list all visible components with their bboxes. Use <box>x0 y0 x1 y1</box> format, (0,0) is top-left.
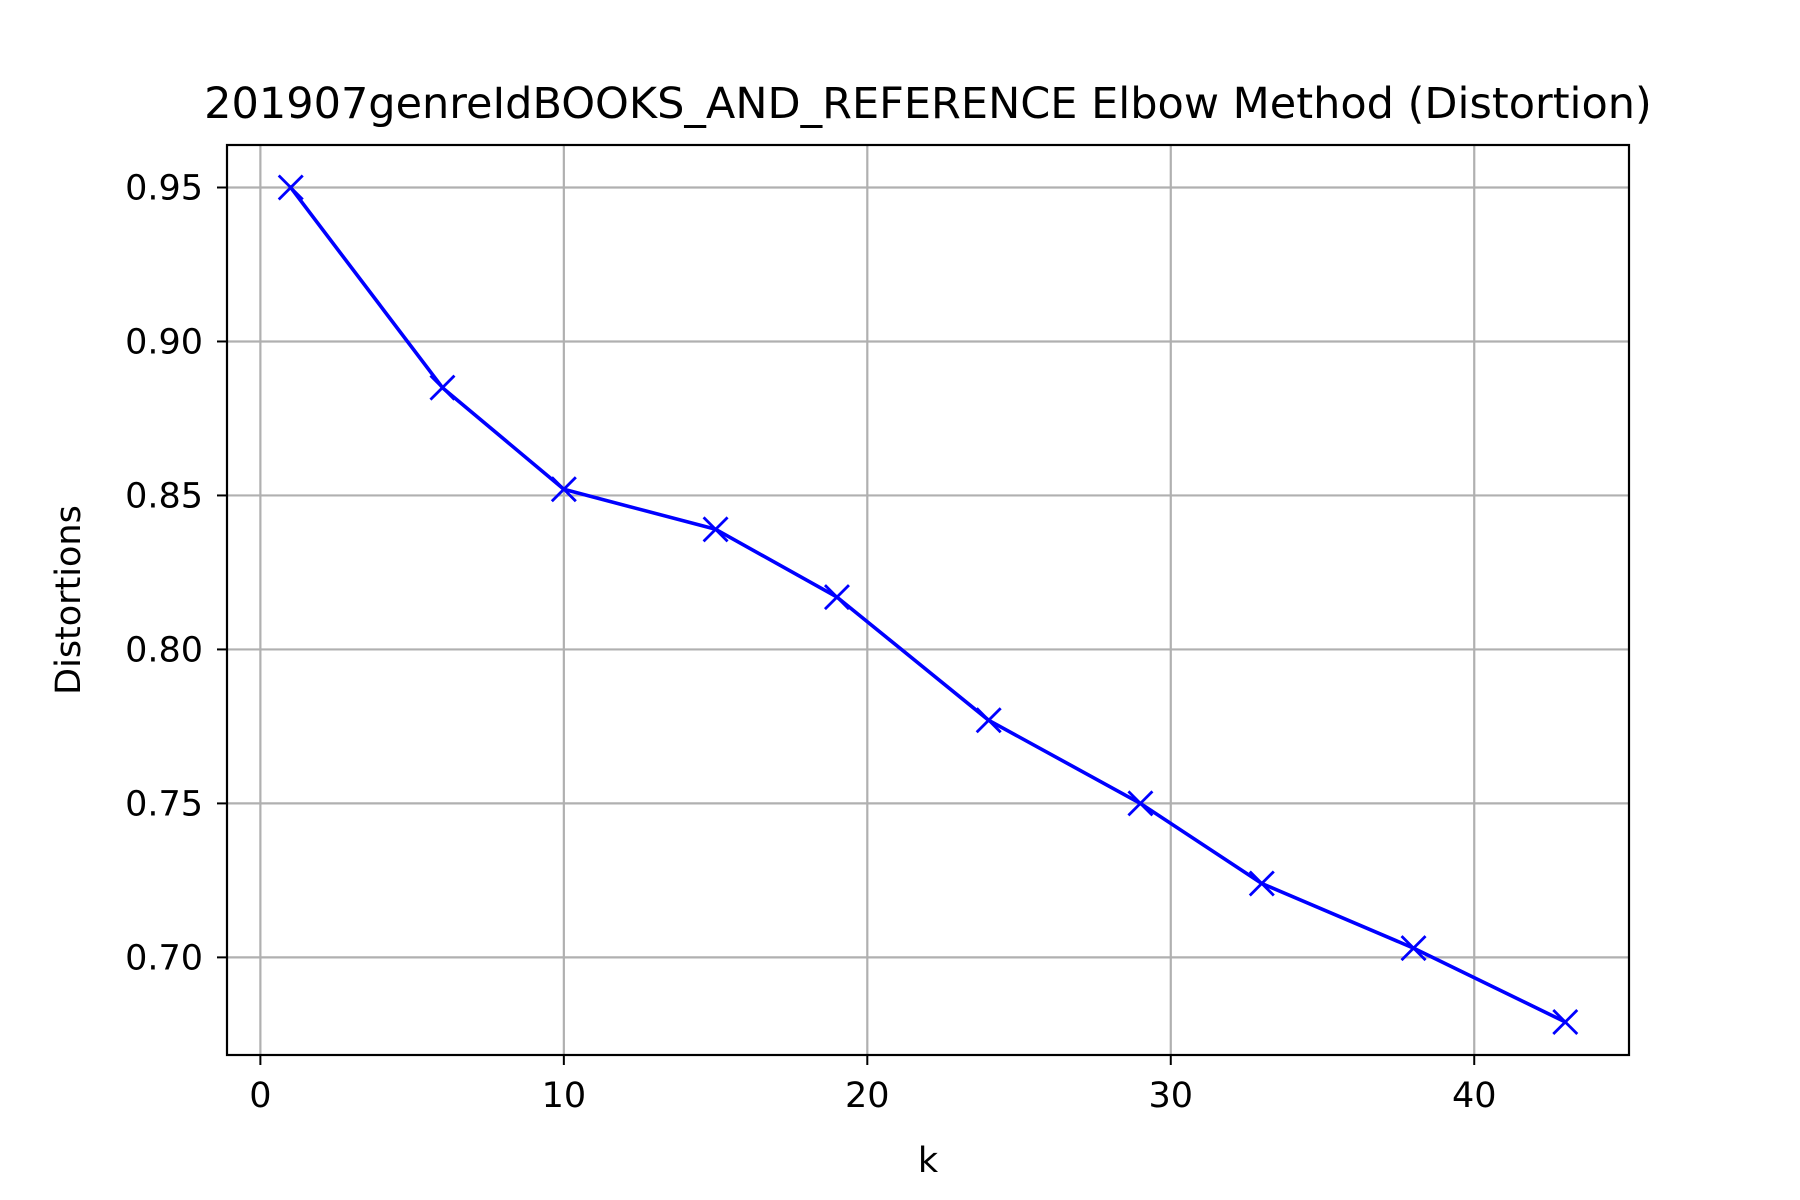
data-point-marker <box>277 174 304 201</box>
series-line <box>288 184 1568 1025</box>
plot-frame <box>225 143 1631 1057</box>
data-point-marker <box>550 476 577 503</box>
x-tick-label: 20 <box>845 1076 890 1116</box>
y-tick-label: 0.90 <box>125 322 203 362</box>
x-tick-label: 30 <box>1148 1076 1193 1116</box>
y-tick-label: 0.80 <box>125 630 203 670</box>
axis-ticks: 0 10 20 30 40 0.70 0.75 0.80 0.85 0.90 0.95 <box>125 168 1496 1116</box>
y-tick-label: 0.85 <box>125 476 203 516</box>
data-point-marker <box>823 584 850 611</box>
x-tick-label: 10 <box>542 1076 587 1116</box>
grid-lines <box>227 145 1629 1055</box>
y-axis-label: Distortions <box>49 505 89 695</box>
data-point-marker <box>975 707 1002 734</box>
y-tick-label: 0.75 <box>125 784 203 824</box>
marker-stroke <box>429 374 456 401</box>
y-tick-label: 0.95 <box>125 168 203 208</box>
data-point-marker <box>1127 790 1154 817</box>
data-point-marker <box>1552 1009 1579 1036</box>
marker-stroke <box>550 476 577 503</box>
chart-title: 201907genreIdBOOKS_AND_REFERENCE Elbow M… <box>204 79 1652 129</box>
data-point-marker <box>702 516 729 543</box>
data-point-marker <box>1400 935 1427 962</box>
data-point-marker <box>429 374 456 401</box>
marker-stroke <box>1400 935 1427 962</box>
x-tick-label: 0 <box>249 1076 271 1116</box>
marker-stroke <box>1127 790 1154 817</box>
marker-stroke <box>975 707 1002 734</box>
x-axis-label: k <box>918 1141 939 1181</box>
x-tick-label: 40 <box>1452 1076 1497 1116</box>
marker-stroke <box>1552 1009 1579 1036</box>
data-point-marker <box>1248 870 1275 897</box>
marker-stroke <box>823 584 850 611</box>
y-tick-label: 0.70 <box>125 938 203 978</box>
marker-stroke <box>702 516 729 543</box>
data-series <box>277 174 1579 1036</box>
marker-stroke <box>1248 870 1275 897</box>
marker-stroke <box>277 174 304 201</box>
